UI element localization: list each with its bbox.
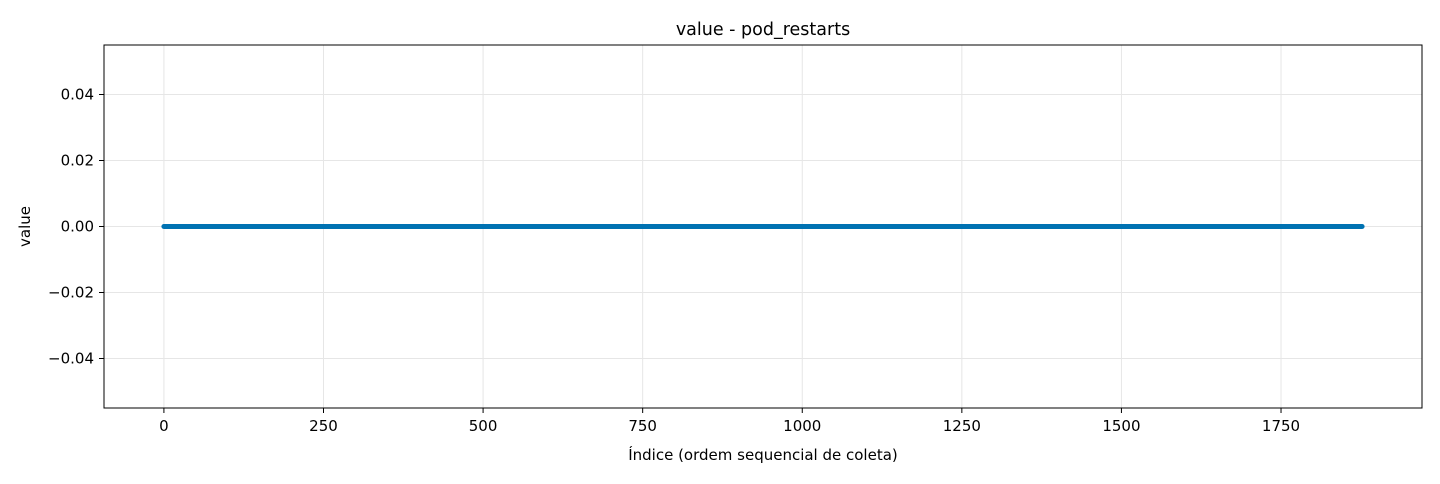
x-axis-ticks: 0 250 500 750 1000 1250 1500 1750	[159, 408, 1300, 435]
x-tick-label: 250	[309, 417, 338, 435]
y-tick-label: −0.04	[48, 350, 94, 368]
y-tick-label: 0.00	[61, 218, 94, 236]
x-axis-label: Índice (ordem sequencial de coleta)	[628, 445, 898, 464]
x-tick-label: 750	[628, 417, 657, 435]
y-axis-ticks: 0.04 0.02 0.00 −0.02 −0.04	[48, 86, 104, 368]
y-axis-label: value	[16, 206, 34, 247]
x-tick-label: 1750	[1262, 417, 1300, 435]
y-tick-label: −0.02	[48, 284, 94, 302]
y-tick-label: 0.04	[61, 86, 94, 104]
y-tick-label: 0.02	[61, 152, 94, 170]
x-tick-label: 1000	[783, 417, 821, 435]
x-tick-label: 0	[159, 417, 169, 435]
x-tick-label: 500	[469, 417, 498, 435]
x-tick-label: 1500	[1102, 417, 1140, 435]
x-tick-label: 1250	[943, 417, 981, 435]
chart-title: value - pod_restarts	[676, 20, 850, 40]
